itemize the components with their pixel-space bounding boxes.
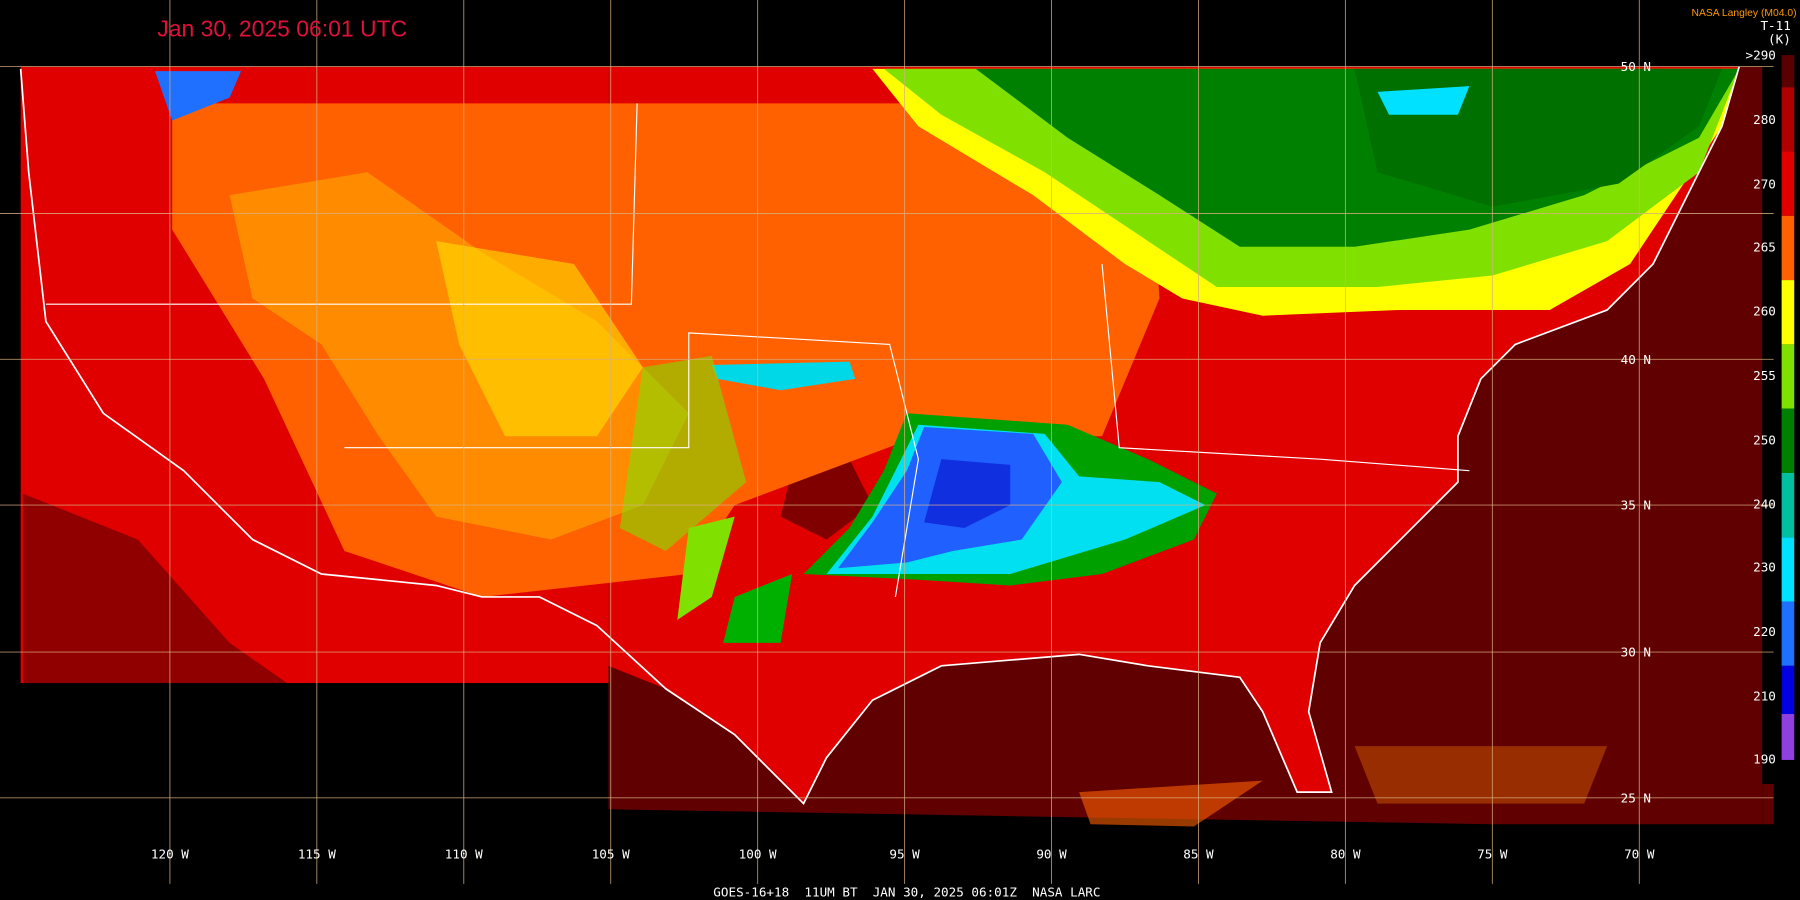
imagery [19, 66, 1774, 827]
swatch [1781, 537, 1795, 602]
product-label: T-11 [1760, 18, 1790, 33]
streak [677, 516, 735, 620]
graticule [0, 0, 1774, 884]
swatch [1781, 344, 1795, 409]
unit-label: (K) [1768, 32, 1791, 47]
ocean-edge [1739, 66, 1774, 825]
lat-label: 25 N [1621, 790, 1651, 805]
lat-label: 35 N [1621, 498, 1651, 513]
streak [1354, 746, 1608, 804]
swatch [1781, 472, 1795, 538]
timestamp-title: Jan 30, 2025 06:01 UTC [157, 16, 407, 42]
colorbar-label: 265 [1753, 239, 1776, 254]
swatch [1781, 55, 1795, 88]
streak [1079, 780, 1263, 827]
swatch [1781, 601, 1795, 666]
lon-label: 95 W [889, 847, 920, 862]
footer: GOES-16+18 11UM BT JAN 30, 2025 06:01Z N… [713, 885, 1100, 900]
colorbar-label: 240 [1753, 497, 1776, 512]
lon-label: 115 W [298, 847, 336, 862]
cold-top-plains [711, 361, 856, 391]
warm-spot [780, 459, 873, 540]
state-border [1101, 263, 1470, 472]
swatch [1781, 215, 1795, 281]
lon-label: 85 W [1183, 847, 1214, 862]
lat-label: 50 N [1621, 59, 1651, 74]
lon-label: 100 W [739, 847, 777, 862]
coastline [19, 66, 1740, 806]
colorbar-label: 250 [1753, 432, 1776, 447]
swatch [1781, 665, 1795, 715]
swatch [1781, 87, 1795, 152]
swatch [1781, 408, 1795, 473]
lat-label: 30 N [1621, 645, 1651, 660]
cloud-green-sw [619, 355, 747, 552]
colorbar-label: >290 [1746, 48, 1776, 63]
lon-label: 110 W [445, 847, 483, 862]
credit: NASA Langley (M04.0) [1691, 8, 1796, 19]
state-border [45, 103, 638, 305]
lon-label: 105 W [592, 847, 630, 862]
cold-top-ne [1377, 86, 1470, 115]
lon-label: 90 W [1036, 847, 1067, 862]
lon-label: 75 W [1477, 847, 1508, 862]
colorbar-label: 280 [1753, 112, 1776, 127]
cold-top-nw [154, 71, 242, 121]
swatch [1781, 714, 1795, 760]
labels: 50 N 40 N 35 N 30 N 25 N 120 W 115 W 110 W 105 W… [151, 48, 1776, 862]
colorbar [1781, 55, 1795, 760]
colorbar-label: 230 [1753, 560, 1776, 575]
colorbar-label: 210 [1753, 688, 1776, 703]
colorbar-label: 270 [1753, 176, 1776, 191]
colorbar-label: 255 [1753, 368, 1776, 383]
storm-core [924, 459, 1011, 529]
lat-label: 40 N [1621, 352, 1651, 367]
swatch [1781, 151, 1795, 216]
swatch [1781, 280, 1795, 345]
lon-label: 120 W [151, 847, 189, 862]
colorbar-label: 260 [1753, 304, 1776, 319]
colorbar-label: 190 [1753, 751, 1776, 766]
warm-pacific [22, 493, 287, 684]
lon-label: 80 W [1330, 847, 1361, 862]
colorbar-label: 220 [1753, 624, 1776, 639]
lon-label: 70 W [1624, 847, 1655, 862]
state-border [344, 332, 919, 598]
